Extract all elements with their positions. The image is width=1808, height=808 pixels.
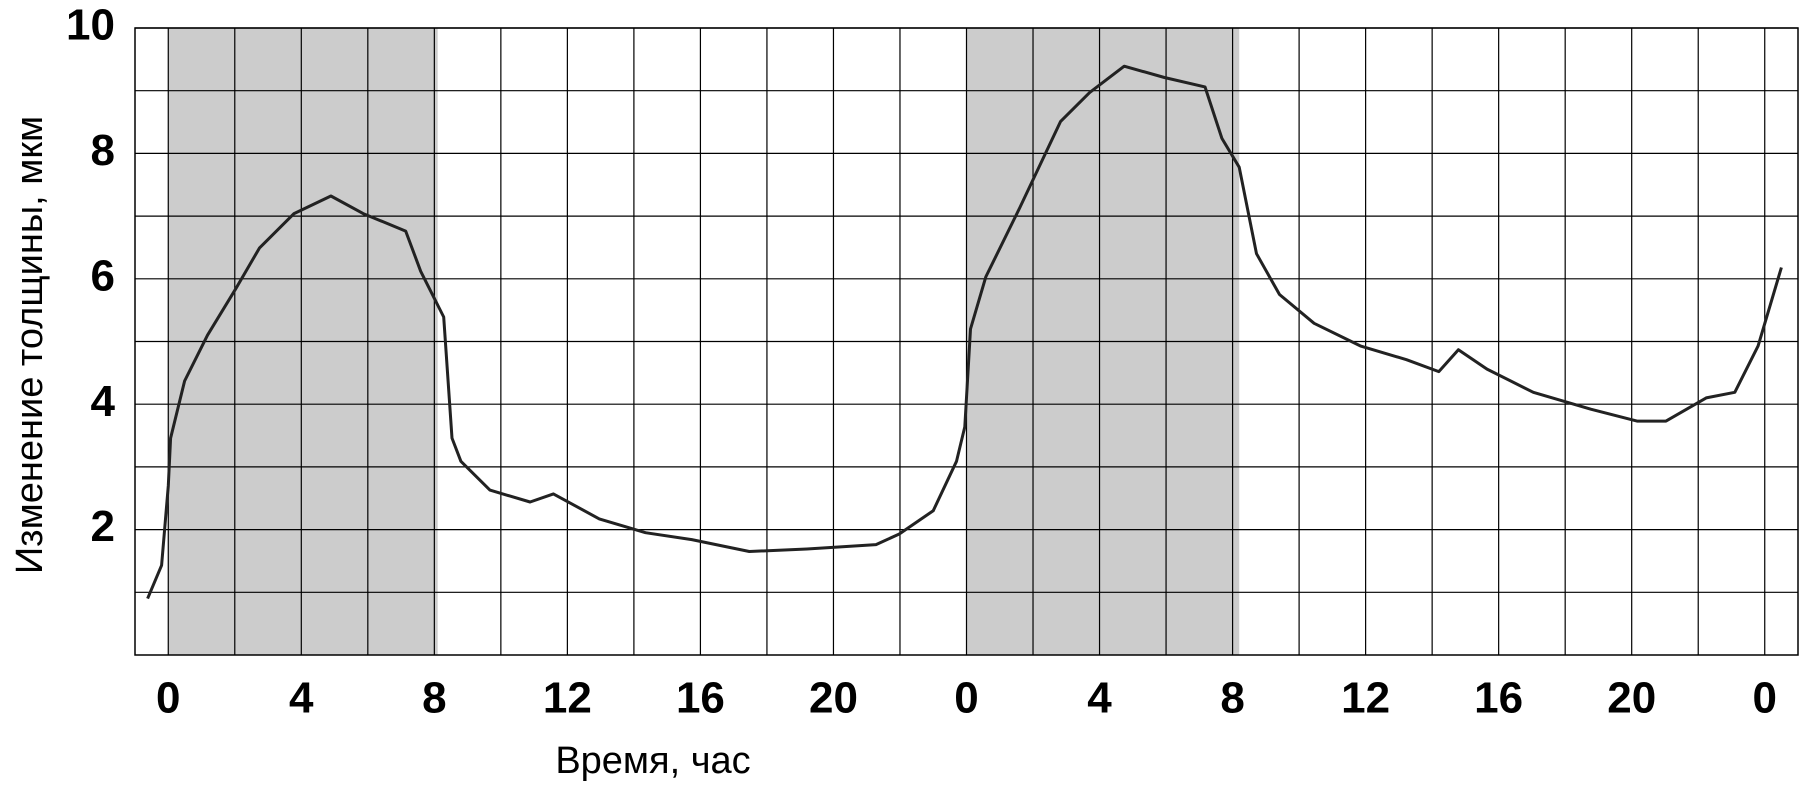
y-tick-label: 10 <box>66 1 115 50</box>
y-tick-label: 4 <box>91 377 116 426</box>
x-tick-label: 20 <box>809 674 858 723</box>
x-tick-label: 0 <box>1752 674 1776 723</box>
y-tick-label: 2 <box>91 502 115 551</box>
data-line <box>146 64 1783 600</box>
y-tick-label: 8 <box>91 126 115 175</box>
x-tick-label: 20 <box>1607 674 1656 723</box>
y-axis-title: Изменение толщины, мкм <box>9 116 51 574</box>
x-tick-label: 0 <box>954 674 978 723</box>
x-tick-label: 4 <box>289 674 314 723</box>
x-tick-label: 12 <box>1341 674 1390 723</box>
x-tick-label: 12 <box>543 674 592 723</box>
y-tick-label: 6 <box>91 251 115 300</box>
x-axis-title: Время, час <box>555 740 750 782</box>
x-tick-label: 16 <box>1474 674 1523 723</box>
x-tick-label: 0 <box>156 674 180 723</box>
x-tick-label: 16 <box>676 674 725 723</box>
x-tick-label: 4 <box>1087 674 1112 723</box>
x-tick-label: 8 <box>422 674 446 723</box>
plot-border <box>134 27 1799 656</box>
x-tick-label: 8 <box>1220 674 1244 723</box>
